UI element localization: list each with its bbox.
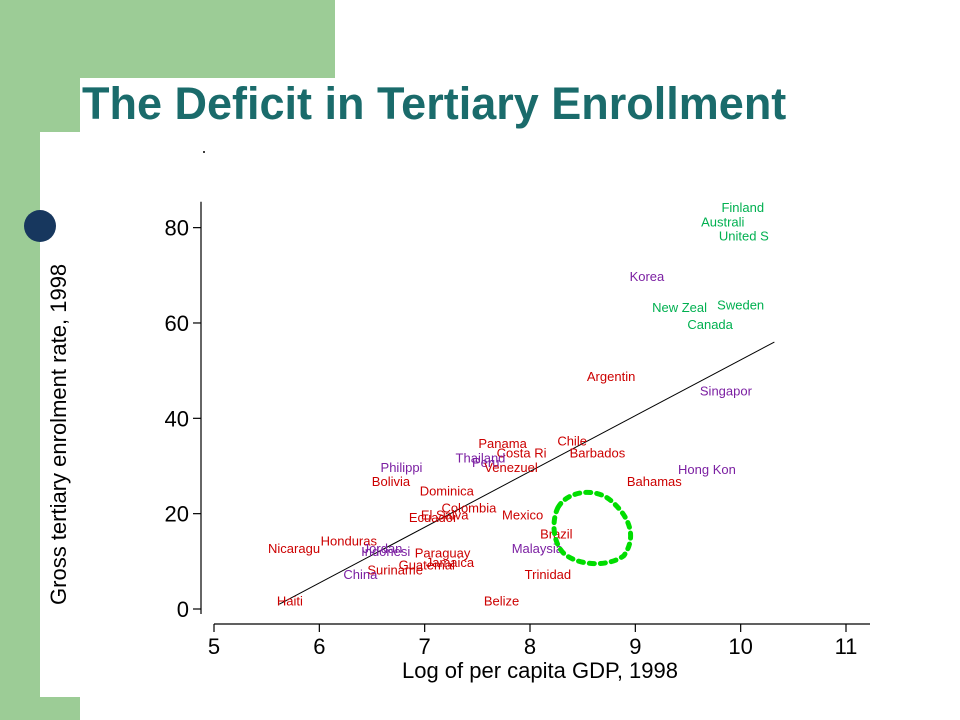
data-point-label: Singapor (700, 384, 753, 399)
data-point-label: Hong Kon (678, 462, 736, 477)
y-tick-label: 80 (165, 216, 189, 241)
data-point-label: Bolivia (372, 474, 411, 489)
data-point-label: Philippi (381, 460, 423, 475)
title-panel (80, 78, 335, 138)
stray-dot (203, 151, 205, 153)
data-point-label: Mexico (502, 507, 543, 522)
data-point-label: Malaysia (512, 541, 564, 556)
x-tick-label: 11 (835, 634, 858, 659)
data-point-label: Colombia (441, 500, 497, 515)
data-point-label: Paraguay (415, 546, 471, 561)
x-tick-label: 5 (208, 634, 220, 659)
data-point-label: Honduras (321, 534, 378, 549)
data-point-label: Panama (478, 436, 527, 451)
y-axis-title: Gross tertiary enrolment rate, 1998 (46, 264, 71, 605)
data-point-label: Finland (721, 200, 764, 215)
data-point-label: Haiti (277, 593, 303, 608)
chart-area: 0 20 40 60 80 5 6 7 8 9 10 11 Log of per capita GDP,… (40, 132, 960, 697)
data-point-label: Jordan (363, 541, 403, 556)
data-point-label: Suriname (367, 562, 423, 577)
slide-title: The Deficit in Tertiary Enrollment (82, 78, 787, 129)
x-tick-label: 6 (313, 634, 325, 659)
axes: 0 20 40 60 80 5 6 7 8 9 10 11 Log of per capita GDP,… (46, 151, 870, 683)
data-point-label: Venezuel (484, 460, 538, 475)
data-point-label: Peru (472, 455, 499, 470)
y-tick-label: 40 (165, 406, 189, 431)
decorative-green-block-top (0, 0, 335, 78)
x-tick-label: 8 (524, 634, 536, 659)
data-point-label: Bahamas (627, 474, 682, 489)
data-point-label: Guatemal (399, 558, 455, 573)
data-point-label: China (343, 567, 378, 582)
data-point-label: Argentin (587, 369, 635, 384)
data-point-label: Canada (687, 317, 733, 332)
data-point-label: Belize (484, 593, 519, 608)
data-point-label: Jamaica (426, 555, 475, 570)
y-tick-label: 60 (165, 311, 189, 336)
y-tick-label: 20 (165, 502, 189, 527)
bullet-dot (24, 210, 56, 242)
highlight-dotted-loop (551, 489, 634, 567)
data-point-label: El Salva (421, 507, 469, 522)
data-point-label: Sweden (717, 298, 764, 313)
regression-line (279, 341, 775, 605)
data-point-label: Dominica (420, 484, 475, 499)
data-point-label: Indonesi (361, 544, 410, 559)
y-tick-label: 0 (177, 597, 189, 622)
fit-line-layer (279, 341, 775, 605)
x-axis-title: Log of per capita GDP, 1998 (402, 658, 678, 683)
x-tick-label: 7 (419, 634, 431, 659)
x-tick-label: 10 (728, 634, 752, 659)
data-point-label: Chile (557, 434, 587, 449)
data-point-label: New Zeal (652, 300, 707, 315)
data-point-label: Barbados (570, 446, 626, 461)
data-point-label: Costa Ri (497, 446, 547, 461)
data-point-label: Nicaragu (268, 541, 320, 556)
data-point-label: United S (719, 229, 769, 244)
data-point-label: Trinidad (525, 567, 571, 582)
highlight-layer (551, 489, 634, 567)
data-point-label: Australi (701, 214, 744, 229)
data-point-label: Thailand (456, 450, 506, 465)
data-point-label: Korea (630, 269, 665, 284)
data-point-label: Ecuador (409, 510, 458, 525)
x-tick-label: 9 (629, 634, 641, 659)
scatter-chart: 0 20 40 60 80 5 6 7 8 9 10 11 Log of per capita GDP,… (46, 151, 870, 683)
